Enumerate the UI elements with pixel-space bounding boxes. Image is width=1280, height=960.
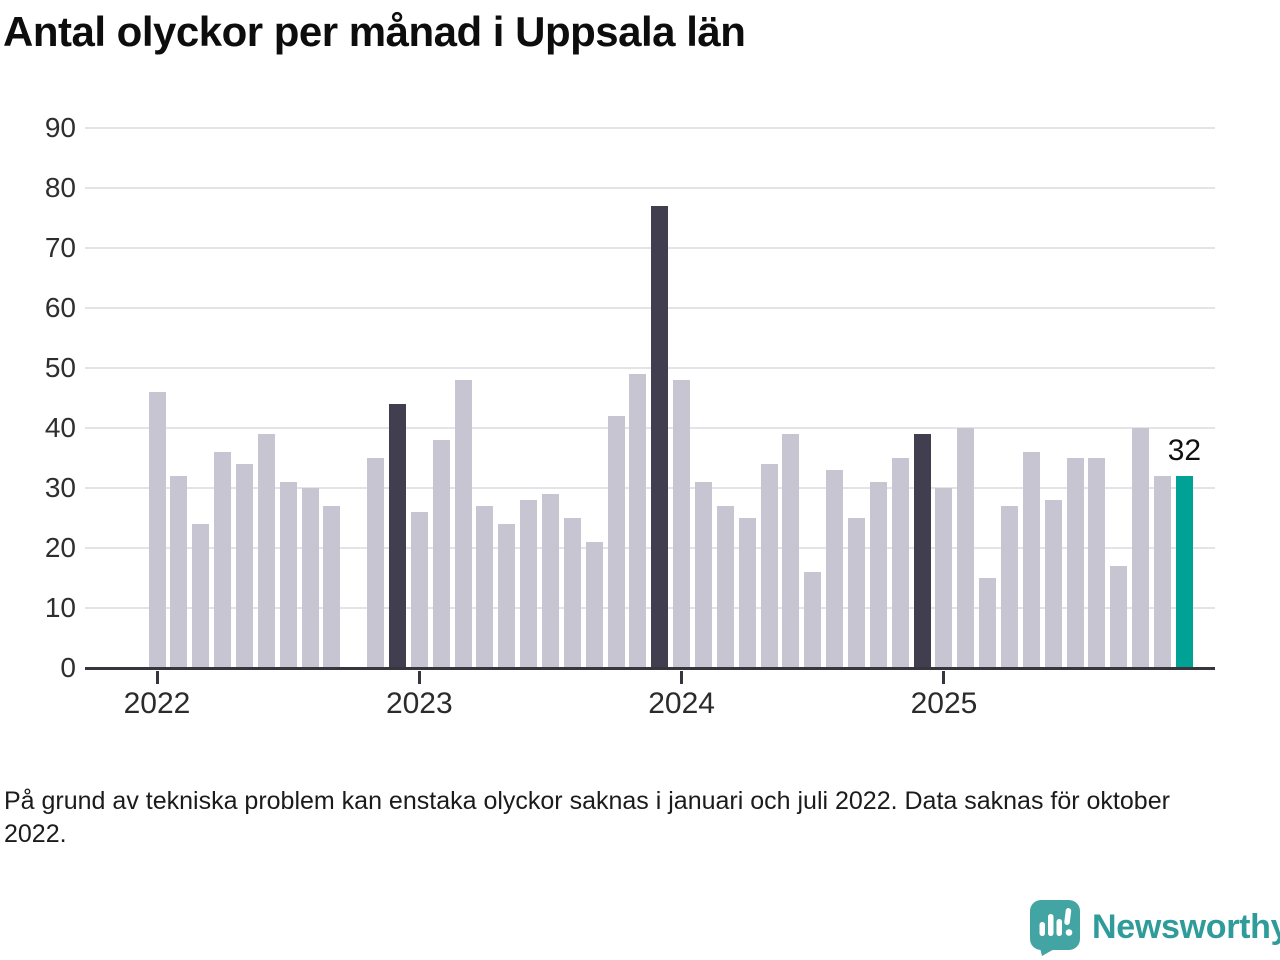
- bar-2024-12: [913, 434, 931, 668]
- bar-2022-09: [323, 506, 341, 668]
- bar-2022-11: [367, 458, 385, 668]
- newsworthy-wordmark: Newsworthy: [1092, 907, 1280, 946]
- y-tick-label-30: 30: [44, 472, 76, 503]
- gridline-50: [85, 367, 1215, 369]
- bar-2022-12: [388, 404, 406, 668]
- x-tick-2025: [942, 671, 946, 684]
- x-tick-2024: [680, 671, 684, 684]
- bar-2023-11: [629, 374, 647, 668]
- y-axis: 0 10 20 30 40 50 60 70 80 90: [0, 112, 76, 688]
- y-tick-label-20: 20: [44, 532, 76, 563]
- y-tick-label-50: 50: [44, 352, 76, 383]
- bar-2022-05: [235, 464, 253, 668]
- gridline-10: [85, 607, 1215, 609]
- y-tick-label-60: 60: [44, 292, 76, 323]
- bar-2025-04: [1001, 506, 1019, 668]
- bar-2025-02: [957, 428, 975, 668]
- bar-2025-01: [935, 488, 953, 668]
- bar-2022-07: [279, 482, 297, 668]
- bar-2023-07: [541, 494, 559, 668]
- bar-2023-10: [607, 416, 625, 668]
- newsworthy-speech-bubble-chart-icon: [1030, 900, 1080, 956]
- bar-2023-04: [476, 506, 494, 668]
- bar-2024-06: [782, 434, 800, 668]
- gridline-20: [85, 547, 1215, 549]
- x-tick-label-2025: 2025: [910, 687, 978, 720]
- x-axis-line: [85, 667, 1215, 670]
- bar-2022-06: [257, 434, 275, 668]
- bar-2024-10: [869, 482, 887, 668]
- plot-area: [85, 127, 1215, 670]
- gridline-70: [85, 247, 1215, 249]
- gridline-60: [85, 307, 1215, 309]
- bar-2024-05: [760, 464, 778, 668]
- bar-2023-02: [432, 440, 450, 668]
- gridline-30: [85, 487, 1215, 489]
- bar-2022-03: [192, 524, 210, 668]
- bar-2023-09: [585, 542, 603, 668]
- bar-2023-12: [651, 206, 669, 668]
- bar-2024-02: [695, 482, 712, 668]
- x-tick-label-2023: 2023: [385, 687, 453, 720]
- last-bar-value-label: 32: [1167, 434, 1202, 467]
- x-tick-2023: [417, 671, 421, 684]
- bar-2024-04: [738, 518, 756, 668]
- newsworthy-logo: Newsworthy: [1028, 898, 1280, 956]
- bar-2024-01: [673, 380, 691, 668]
- bar-2025-11: [1154, 476, 1172, 668]
- y-tick-label-80: 80: [44, 172, 76, 203]
- gridline-80: [85, 187, 1215, 189]
- bar-2023-03: [454, 380, 472, 668]
- y-tick-label-40: 40: [44, 412, 76, 443]
- bar-2025-10: [1132, 428, 1150, 668]
- bar-2022-08: [301, 488, 319, 668]
- bar-2024-03: [716, 506, 734, 668]
- bar-2022-04: [214, 452, 232, 668]
- x-axis: 2022 2023 2024 2025: [85, 671, 1215, 741]
- bar-2024-07: [804, 572, 822, 668]
- x-tick-label-2022: 2022: [123, 687, 191, 720]
- bar-2025-09: [1110, 566, 1128, 668]
- bar-2022-01: [148, 392, 166, 668]
- gridline-40: [85, 427, 1215, 429]
- bar-2025-03: [979, 578, 997, 668]
- bar-2023-06: [520, 500, 538, 668]
- bar-2024-11: [891, 458, 909, 668]
- x-tick-label-2024: 2024: [648, 687, 715, 720]
- x-tick-2022: [155, 671, 159, 684]
- y-tick-label-0: 0: [60, 652, 76, 683]
- bar-2025-06: [1044, 500, 1062, 668]
- y-tick-label-10: 10: [44, 592, 76, 623]
- bar-2025-08: [1088, 458, 1106, 668]
- bar-2023-05: [498, 524, 516, 668]
- bar-2024-09: [848, 518, 866, 668]
- bar-2024-08: [826, 470, 844, 668]
- bar-2025-12: [1175, 476, 1193, 668]
- bar-2022-02: [170, 476, 188, 668]
- y-tick-label-70: 70: [44, 232, 76, 263]
- bar-2025-07: [1066, 458, 1084, 668]
- y-tick-label-90: 90: [44, 112, 76, 143]
- bar-2025-05: [1022, 452, 1040, 668]
- bar-2023-08: [563, 518, 581, 668]
- page-title: Antal olyckor per månad i Uppsala län: [3, 8, 746, 55]
- footnote: På grund av tekniska problem kan enstaka…: [4, 787, 1170, 848]
- bar-2023-01: [410, 512, 428, 668]
- gridline-90: [85, 127, 1215, 129]
